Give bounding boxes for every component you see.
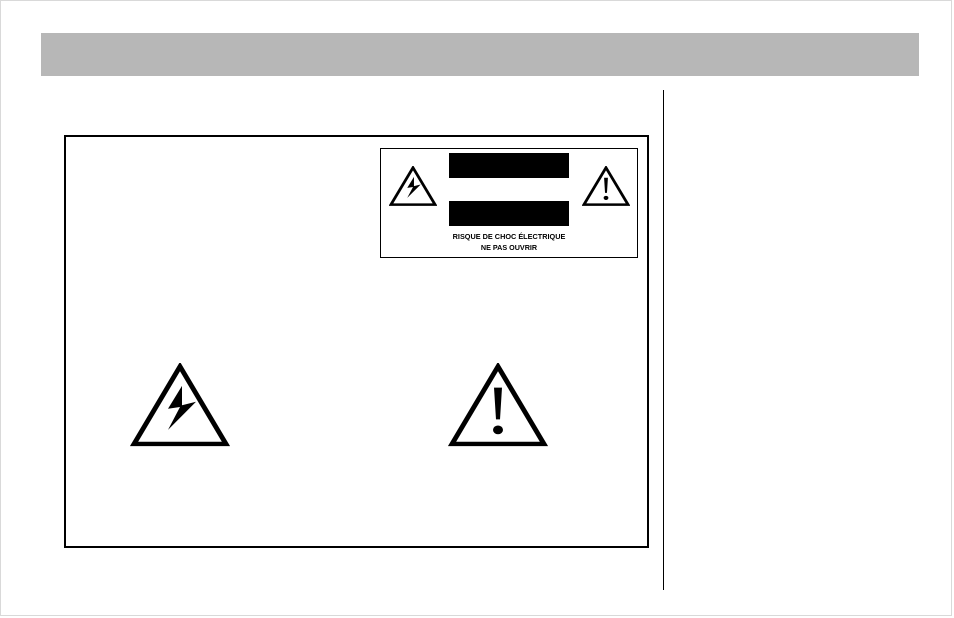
lightning-triangle-icon <box>389 166 437 208</box>
label-black-bar-1 <box>449 153 569 178</box>
lightning-triangle-icon <box>130 363 230 451</box>
label-line-2: NE PAS OUVRIR <box>381 243 637 252</box>
header-bar <box>41 33 919 76</box>
exclamation-triangle-icon <box>448 363 548 451</box>
exclamation-triangle-icon <box>582 166 630 208</box>
warning-panel: RISQUE DE CHOC ÉLECTRIQUE NE PAS OUVRIR <box>64 135 649 548</box>
label-line-1: RISQUE DE CHOC ÉLECTRIQUE <box>381 232 637 241</box>
vertical-divider <box>663 90 664 590</box>
label-black-bar-2 <box>449 201 569 226</box>
caution-label-box: RISQUE DE CHOC ÉLECTRIQUE NE PAS OUVRIR <box>380 148 638 258</box>
